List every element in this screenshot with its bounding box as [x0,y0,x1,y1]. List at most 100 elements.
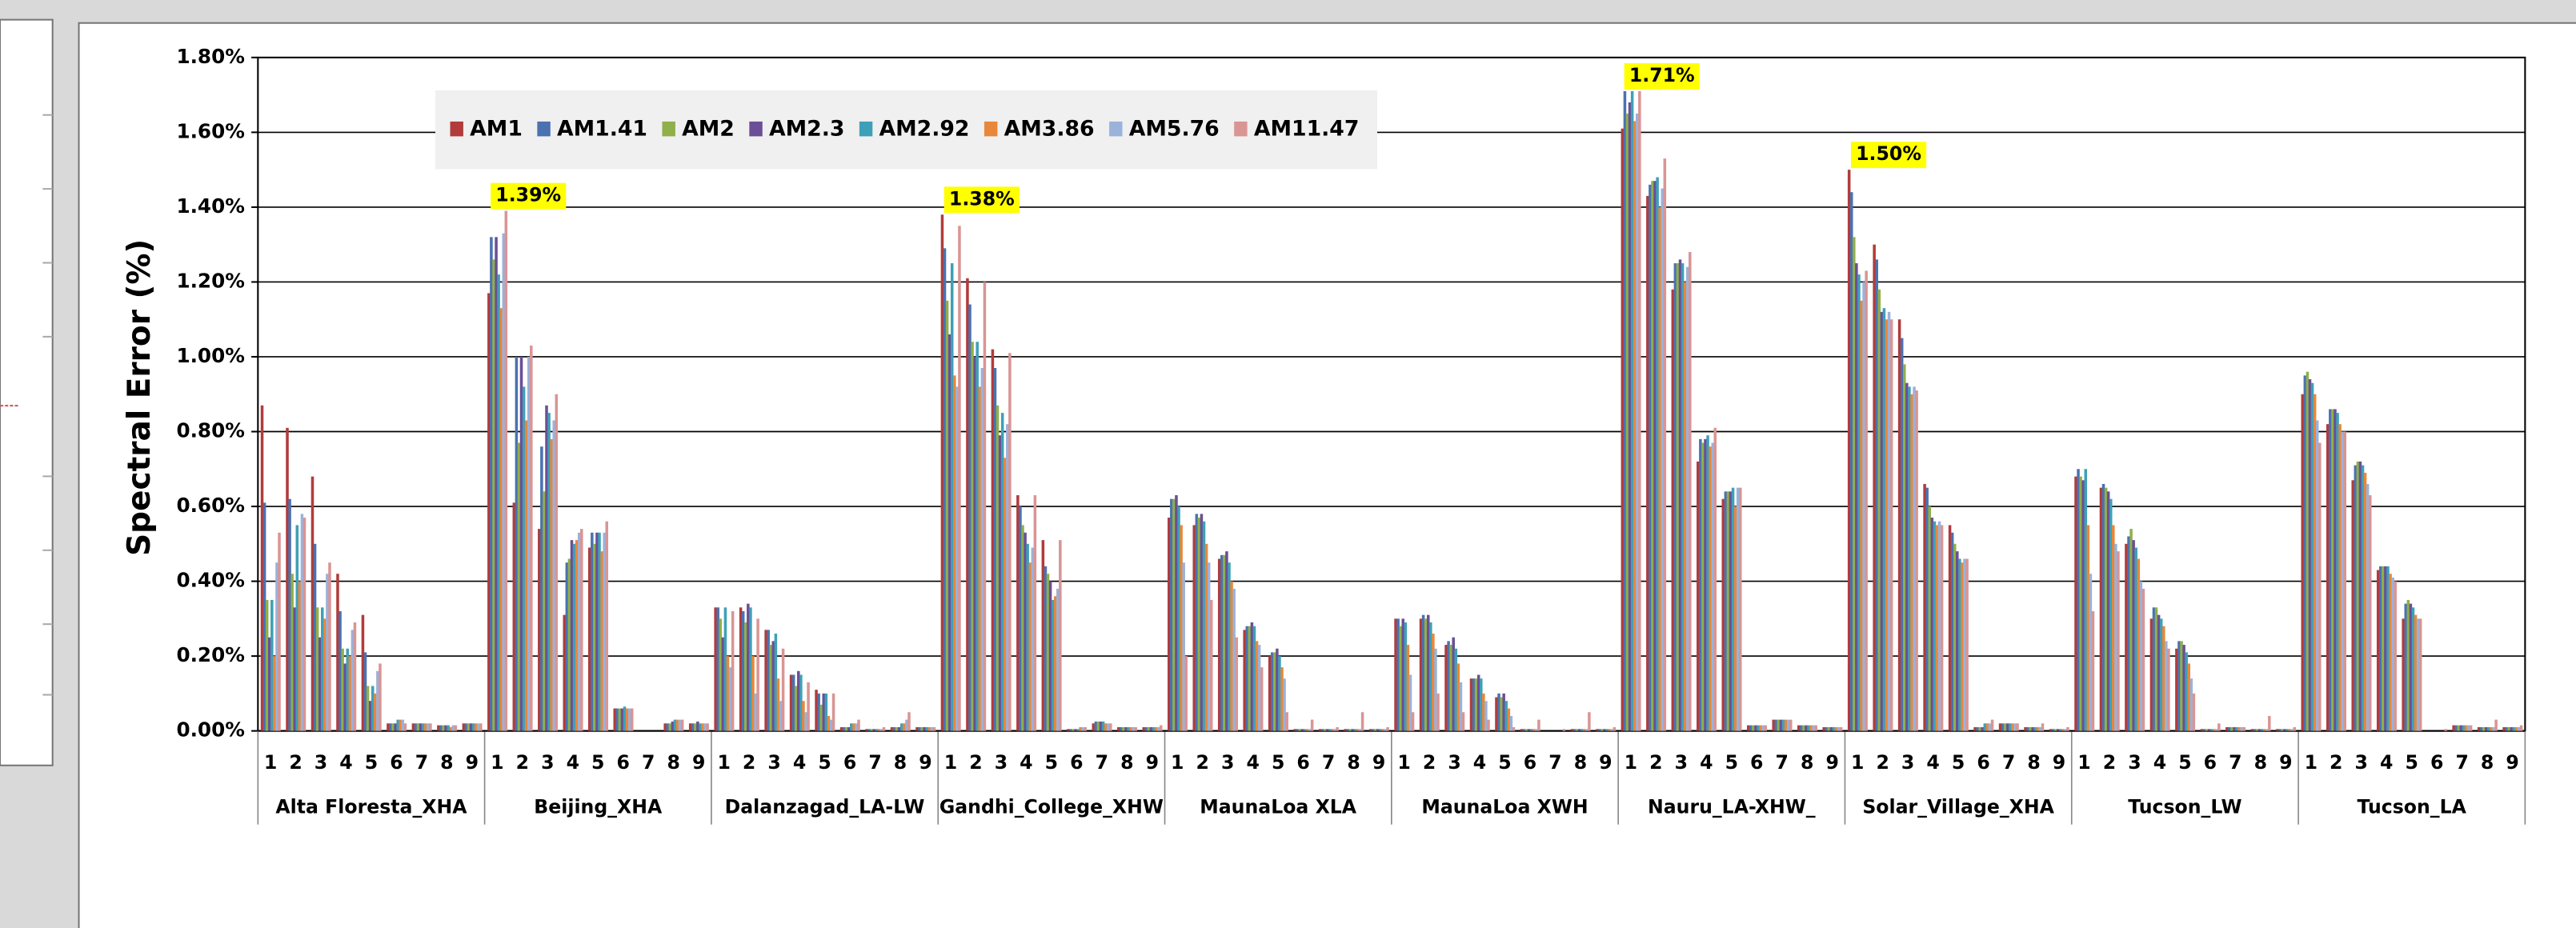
bar [1172,498,1176,731]
bar [1336,726,1339,731]
bar [1983,723,1987,731]
bar [1495,697,1498,731]
bar [774,634,778,731]
bar [565,562,569,731]
bar [976,342,979,731]
bar [313,543,317,731]
bar [512,502,516,731]
bar [1865,270,1868,731]
bar [1933,521,1937,731]
bar [2205,729,2209,731]
bar [1371,729,1375,731]
x-tick-label: 8 [1801,751,1813,774]
x-tick-label: 4 [2153,751,2166,774]
bar [2013,723,2017,731]
bar [2363,472,2367,731]
bar [591,532,594,731]
x-tick-label: 6 [2430,751,2443,774]
x-tick-label: 8 [2481,751,2494,774]
bar [2404,603,2408,731]
data-label: 1.39% [495,184,561,206]
group-label: Alta Floresta_XHA [275,796,467,818]
bar [603,532,606,731]
bar [2402,618,2405,731]
bar [1192,525,1196,731]
bar [567,558,571,731]
x-tick-label: 1 [944,751,957,774]
bar [1132,726,1135,731]
bar [2242,726,2246,731]
bar [1484,701,1488,731]
bar [1041,540,1045,731]
bar [499,308,503,731]
bar [714,607,717,731]
bar [1585,729,1588,731]
bar [688,723,692,731]
bar [1570,729,1574,731]
bar [973,356,976,731]
bar [2127,536,2130,731]
bar [427,723,430,731]
bar [2310,382,2314,731]
bar [749,607,752,731]
bar [2464,725,2468,731]
bar [2384,566,2387,731]
bar [490,237,493,731]
group-label: Dalanzagad_LA-LW [725,796,925,818]
bar [479,723,483,731]
bar [2265,729,2269,731]
bar [1092,723,1096,731]
bar [2315,420,2319,731]
bar [353,622,357,731]
bar [1605,729,1608,731]
bar [1673,263,1677,731]
bar [1988,723,1992,731]
bar [2494,719,2498,731]
bar [953,375,956,731]
bar [741,610,745,731]
bar [1094,721,1098,731]
bar [839,726,843,731]
bar [577,532,581,731]
bar [595,532,599,731]
bar [462,723,466,731]
bar [776,678,780,731]
bar [1223,554,1226,731]
bar [2366,483,2370,731]
bar [1449,645,1452,731]
bar [673,719,677,731]
bar [2258,729,2262,731]
x-tick-label: 3 [541,751,554,774]
bar [827,715,831,731]
bar [1310,719,1314,731]
bar [2228,726,2231,731]
bar [2459,725,2463,731]
bar [2283,729,2286,731]
x-tick-label: 5 [818,751,831,774]
bar [2077,469,2080,731]
bar [2479,726,2483,731]
group-label: Solar_Village_XHA [1862,796,2054,818]
x-tick-label: 2 [1423,751,1436,774]
bar [2457,725,2461,731]
bar [1024,532,1027,731]
bar [726,656,730,731]
bar [2411,607,2415,731]
bar [2409,603,2413,731]
bar [1122,726,1125,731]
bar [1056,588,1060,731]
x-tick-label: 7 [2002,751,2015,774]
bar [2159,618,2163,731]
bar [1156,726,1160,731]
bar [2469,725,2473,731]
bar [2318,442,2322,731]
x-tick-label: 3 [995,751,1008,774]
bar [1509,715,1513,731]
bar [1426,614,1430,731]
x-tick-label: 2 [289,751,302,774]
x-tick-label: 4 [567,751,579,774]
bar [1923,483,1926,731]
bar [2212,729,2216,731]
bar [487,293,491,731]
